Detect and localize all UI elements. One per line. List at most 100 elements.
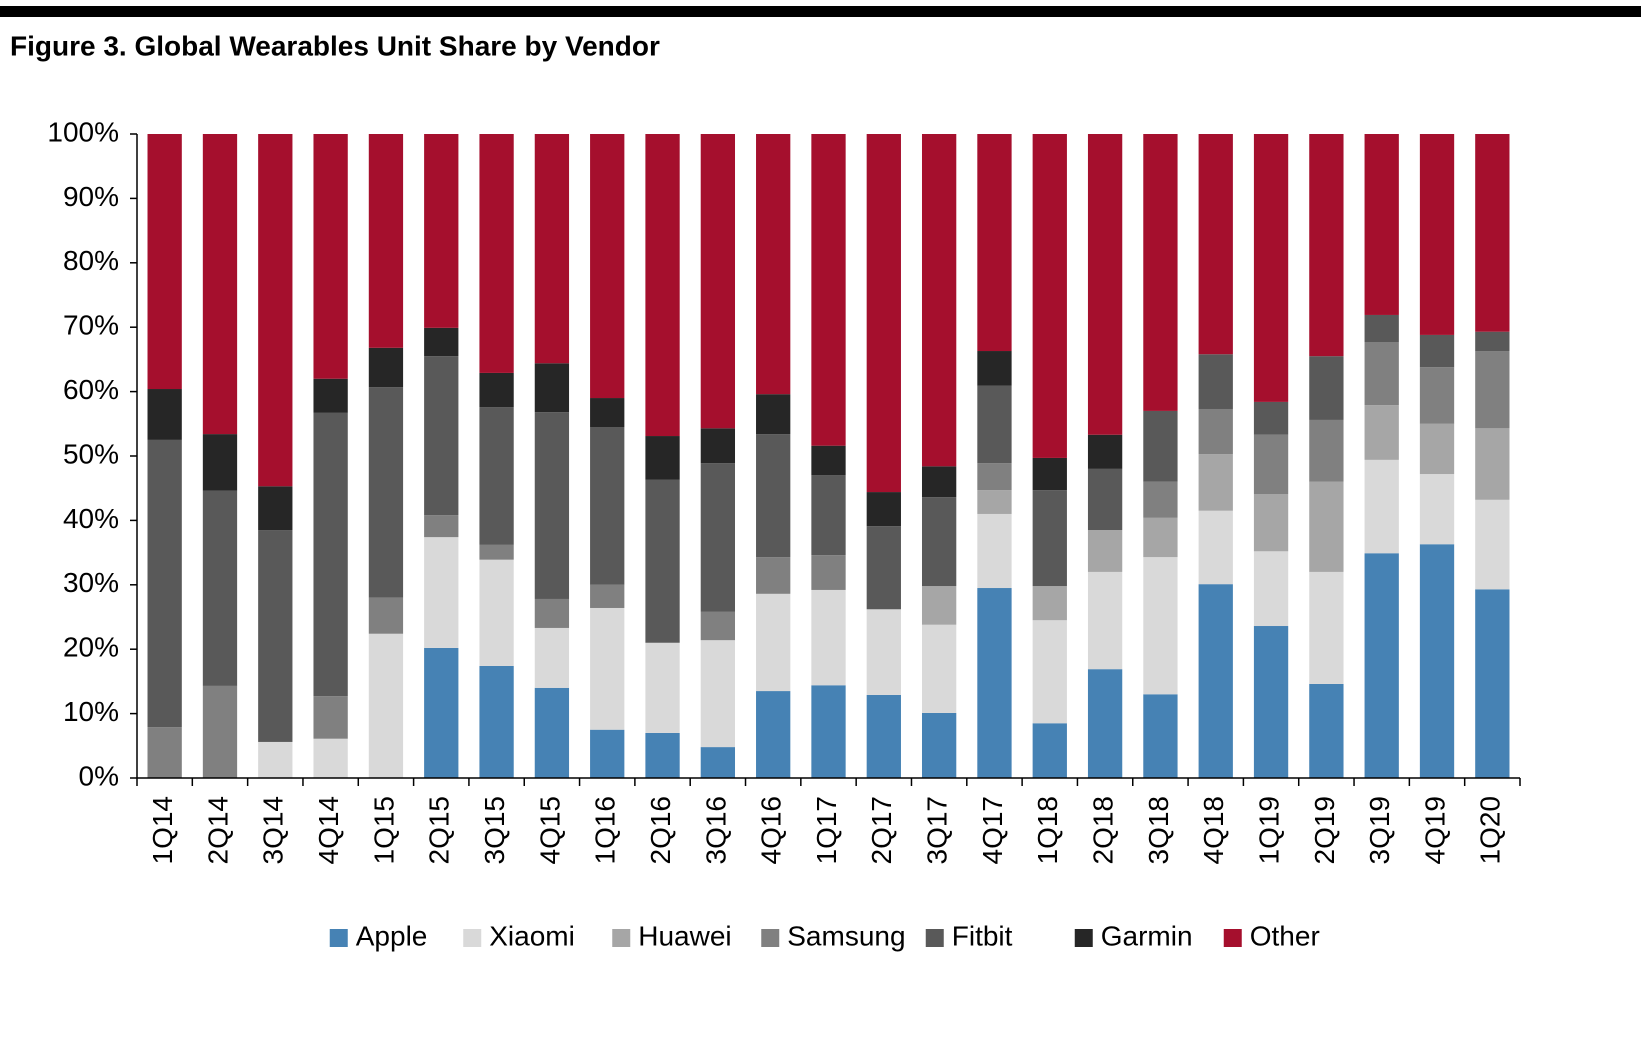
y-tick-label: 50% [63,438,119,469]
bar-segment [368,633,404,778]
legend-label: Other [1250,920,1320,951]
bar-segment [1309,481,1344,572]
legend-label: Xiaomi [489,920,575,951]
bar-segment [1419,544,1455,778]
bar-segment [1364,553,1399,778]
bar-segment [921,134,957,467]
bar-segment [700,640,736,748]
bar-segment [1087,530,1123,572]
bar-segment [1475,499,1510,590]
legend-swatch [925,929,944,947]
bar-segment [479,407,514,545]
x-tick-label: 4Q16 [756,796,787,865]
bar-segment [368,597,404,634]
x-tick-label: 2Q16 [645,796,676,865]
bar-segment [1253,626,1289,778]
x-tick-label: 4Q14 [313,796,344,865]
bar-segment [1032,723,1067,778]
x-tick-label: 3Q18 [1143,796,1174,865]
bar-segment [1253,134,1289,402]
bar-segment [534,363,570,413]
y-tick-label: 70% [63,310,119,341]
bar-segment [700,134,736,429]
x-tick-label: 4Q17 [977,796,1008,865]
bar-segment [1309,419,1344,482]
bar-segment [1364,314,1399,343]
bar-segment [258,530,293,742]
y-tick-label: 80% [63,245,119,276]
bar-segment [1253,551,1289,627]
x-tick-label: 1Q18 [1032,796,1063,865]
bar-segment [866,609,901,695]
bar-segment [1475,134,1510,332]
x-tick-label: 3Q15 [479,796,510,865]
bar-segment [1309,683,1344,778]
bar-segment [1087,134,1123,435]
bar-segment [700,611,736,641]
bar-segment [811,589,846,686]
bar-segment [1032,490,1067,587]
bar-segment [921,586,957,625]
legend-label: Apple [356,920,428,951]
bar-segment [700,463,736,612]
bar-segment [534,627,570,688]
bar-segment [424,537,459,648]
bar-segment [1309,571,1344,684]
bar-segment [921,712,957,778]
bar-segment [1253,493,1289,552]
bar-segment [479,372,514,408]
bar-segment [1198,510,1233,585]
bar-segment [534,598,570,628]
bar-segment [1143,517,1178,558]
bar-segment [811,445,846,476]
y-tick-label: 0% [79,760,119,791]
bar-segment [866,492,901,527]
legend-swatch [1074,929,1093,947]
bar-segment [202,134,238,435]
y-tick-label: 90% [63,181,119,212]
bar-segment [866,134,901,493]
bar-segment [1143,410,1178,482]
bar-segment [147,134,182,390]
bar-segment [645,134,680,437]
bar-segment [866,694,901,778]
bar-segment [147,389,182,440]
bar-segment [977,513,1012,589]
legend-label: Samsung [787,920,905,951]
bar-segment [368,134,404,348]
bar-segment [1419,474,1455,545]
y-tick-label: 40% [63,503,119,534]
y-tick-label: 30% [63,567,119,598]
x-tick-label: 4Q15 [534,796,565,865]
bar-segment [1475,331,1510,352]
bar-segment [313,134,348,379]
bar-segment [479,134,514,373]
y-tick-label: 10% [63,696,119,727]
bar-segment [977,385,1012,464]
bar-segment [811,134,846,446]
x-tick-label: 3Q19 [1364,796,1395,865]
bar-segment [258,741,293,778]
bar-segment [1309,356,1344,420]
bar-segment [1253,434,1289,494]
bar-segment [590,134,625,399]
bar-segment [1475,589,1510,778]
bar-segment [1143,694,1178,778]
bar-segment [1475,428,1510,500]
bar-segment [1419,367,1455,424]
bar-segment [1143,134,1178,411]
bar-segment [368,387,404,598]
bar-segment [645,732,680,778]
bar-segment [1087,669,1123,778]
bar-segment [756,691,791,778]
bar-segment [479,559,514,666]
bar-segment [756,593,791,692]
bar-segment [1143,557,1178,695]
x-tick-label: 2Q17 [866,796,897,865]
y-tick-label: 20% [63,632,119,663]
bar-segment [1087,434,1123,469]
bar-segment [590,607,625,730]
bar-segment [424,327,459,357]
